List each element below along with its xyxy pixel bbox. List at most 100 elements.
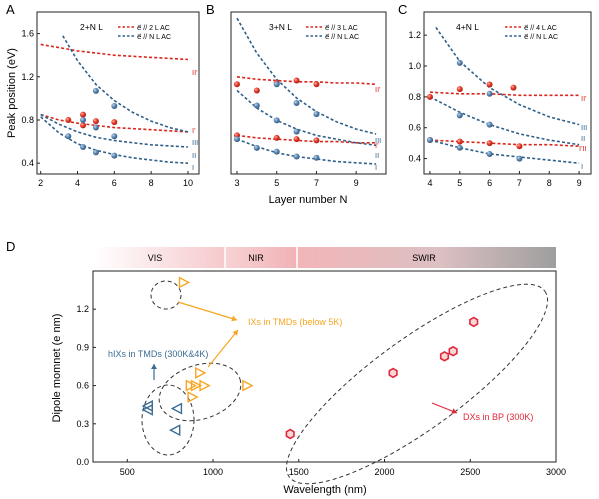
x-tick-label-3: 2000: [375, 467, 395, 477]
red-data-point-1: [456, 86, 463, 93]
blue-data-point-0: [456, 59, 463, 66]
y-tick-label-0: 0.4: [408, 154, 421, 164]
panel-d-ticks: 500 1000 1500 2000 2500 3000 0.0 0.3 0.6 0.9 1.2: [76, 304, 566, 477]
x-tick-label-2: 7: [314, 178, 319, 188]
blue-data-point-7: [253, 144, 260, 151]
ixs-tmd-marker-4: [185, 379, 198, 392]
panel-c-plot-frame: [423, 11, 592, 175]
dxs-annotation-arrow-head: [451, 408, 457, 414]
ixs-tmd-marker-3: [195, 366, 207, 379]
panel-b-curve-label-I-prime: I': [375, 141, 379, 150]
blue-data-point-0: [80, 117, 87, 123]
x-tick-label-5: 9: [577, 178, 582, 188]
hixs-tmd-marker-2: [170, 402, 183, 415]
y-tick-label-0: 0.4: [21, 158, 34, 168]
red-data-point-2: [486, 81, 493, 88]
red-fit-curve-0: [429, 91, 580, 97]
x-tick-label-3: 8: [149, 178, 154, 188]
x-tick-label-1: 5: [274, 178, 279, 188]
panel-a: A Peak position (eV) 2 4 6 8 100.40.81.21.6 …: [6, 2, 200, 188]
swir-band-label: SWIR: [412, 253, 436, 263]
panel-b-curve-label-II-prime: II': [375, 85, 381, 94]
panel-b-legend-blue-label: e⃗ // N L AC: [325, 33, 359, 41]
y-tick-label-3: 1.0: [408, 61, 421, 71]
dxs-annotation-label: DXs in BP (300K): [463, 412, 533, 422]
red-fit-curve-1: [429, 139, 580, 147]
panel-c: C 4 5 6 7 8 9 0.4 0.6 0.8 1.0 1.2 4+N L e⃗ // 4 L …: [398, 2, 592, 188]
red-data-point-1: [80, 122, 87, 129]
nir-band-label: NIR: [248, 253, 264, 263]
blue-data-point-1: [273, 81, 280, 88]
red-data-point-0: [65, 117, 72, 123]
dxs-group-ellipse: [285, 283, 549, 485]
y-tick-label-3: 1.6: [21, 29, 34, 39]
y-tick-label-4: 1.2: [408, 30, 421, 40]
x-tick-label-0: 3: [234, 178, 239, 188]
x-tick-label-0: 2: [38, 178, 43, 188]
blue-data-point-5: [65, 133, 72, 140]
panel-c-content: [426, 26, 580, 164]
blue-data-point-4: [426, 137, 433, 144]
blue-fit-curve-1: [429, 96, 580, 146]
x-tick-label-4: 2500: [460, 467, 480, 477]
panel-b-curve-label-I: I: [375, 163, 377, 172]
panel-a-curve-label-III: III: [192, 138, 198, 147]
blue-data-point-9: [293, 153, 300, 160]
ixs-annotation-arrow-head: [231, 315, 237, 322]
spectral-band-bar: VIS NIR SWIR: [93, 247, 556, 268]
y-tick-label-2: 1.2: [21, 72, 34, 82]
panel-c-curve-label-II-prime: II': [581, 94, 587, 103]
swir-band: [297, 247, 556, 268]
blue-fit-curve-1: [40, 113, 189, 148]
dxs-bp-marker-1: [388, 367, 398, 379]
panel-d-content: IXs in TMDs (below 5K) hIXs in TMDs (300K…: [108, 276, 549, 485]
blue-data-point-7: [92, 149, 99, 156]
x-tick-label-1: 1000: [203, 467, 223, 477]
x-tick-label-3: 7: [517, 178, 522, 188]
dipole-moment-axis-title: Dipole momnet (e nm): [51, 314, 63, 423]
red-data-point-4: [456, 138, 463, 145]
panel-c-curve-label-I: I: [581, 162, 583, 171]
x-tick-label-1: 4: [75, 178, 80, 188]
blue-data-point-8: [273, 148, 280, 155]
blue-data-point-6: [233, 136, 240, 143]
panel-b-title: 3+N L: [269, 22, 292, 32]
blue-fit-curve-2: [429, 139, 580, 164]
dxs-bp-marker-2: [439, 350, 450, 362]
ixs-tmd-marker-1: [190, 379, 203, 392]
panel-a-content: [40, 35, 189, 164]
red-data-point-6: [273, 134, 280, 141]
ixs-annotation-arrow-line: [177, 301, 238, 321]
red-data-point-3: [510, 84, 517, 91]
nir-band: [225, 247, 297, 268]
panel-b-ticks: 3 5 7 9: [234, 171, 359, 188]
x-tick-label-3: 9: [354, 178, 359, 188]
dxs-bp-marker-0: [285, 428, 295, 440]
blue-data-point-4: [293, 128, 300, 135]
vis-band: [93, 247, 225, 268]
y-tick-label-0: 0.0: [76, 457, 89, 467]
panel-c-label: C: [398, 2, 407, 17]
red-data-point-8: [313, 137, 320, 144]
x-tick-label-2: 6: [112, 178, 117, 188]
panel-b-curve-label-II: II: [375, 151, 379, 160]
hixs-group-ellipse: [141, 384, 195, 456]
panel-a-legend-blue-label: e⃗ // N L AC: [137, 33, 171, 41]
x-tick-label-0: 4: [427, 178, 432, 188]
x-tick-label-2: 1500: [289, 467, 309, 477]
panel-a-curve-label-II: II: [192, 151, 196, 160]
red-fit-curve-1: [236, 134, 377, 144]
ixs-annotation-arrow-2-line: [207, 329, 239, 368]
y-tick-label-4: 1.2: [76, 304, 89, 314]
red-fit-curve-0: [40, 43, 189, 61]
red-data-point-4: [111, 119, 118, 126]
ixs-tmd-marker-2: [199, 379, 211, 392]
layer-number-axis-title: Layer number N: [269, 194, 348, 206]
panel-c-legend-blue-label: e⃗ // N L AC: [524, 33, 558, 41]
red-data-point-7: [293, 136, 300, 143]
x-tick-label-0: 500: [120, 467, 135, 477]
red-fit-curve-0: [236, 76, 377, 86]
blue-fit-curve-1: [236, 89, 377, 147]
panel-c-legend-red-label: e⃗ // 4 L AC: [524, 24, 557, 32]
